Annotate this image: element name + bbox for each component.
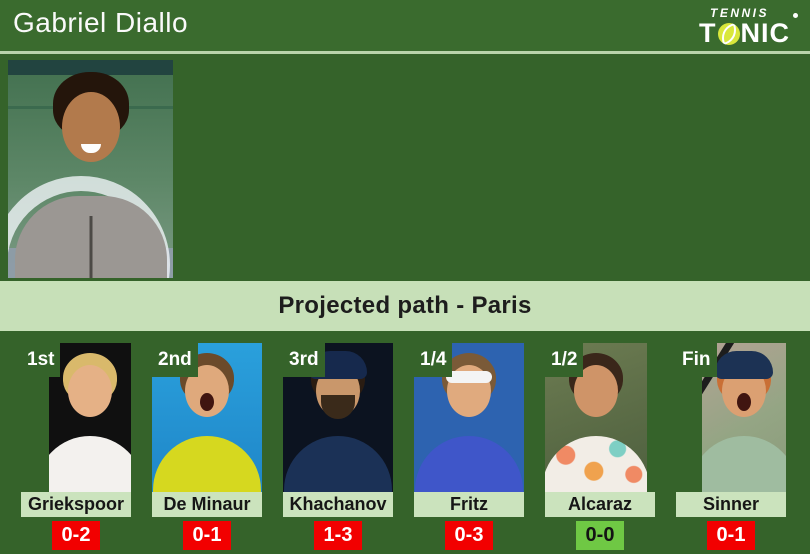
logo-letter-t: T [699, 18, 717, 48]
h2h-record-badge: 0-1 [183, 521, 231, 550]
tennis-tonic-logo: TENNIS T NIC [699, 6, 798, 48]
opponent-card-sinner: Fin Sinner 0-1 [676, 343, 786, 550]
round-label: 1/2 [545, 343, 584, 377]
opponent-name: Sinner [676, 492, 786, 517]
round-label: 1/4 [414, 343, 453, 377]
section-title-band: Projected path - Paris [0, 281, 810, 331]
photo-shirt [702, 436, 786, 492]
opponent-photo [49, 343, 131, 492]
opponent-name: Griekspoor [21, 492, 131, 517]
header-bar: Gabriel Diallo TENNIS T NIC [0, 0, 810, 54]
tennis-ball-icon [717, 22, 740, 45]
opponent-name: Alcaraz [545, 492, 655, 517]
opponent-card-khachanov: 3rd Khachanov 1-3 [283, 343, 393, 550]
photo-jacket-zipper [89, 216, 92, 278]
h2h-record-badge: 0-3 [445, 521, 493, 550]
opponent-photo [702, 343, 786, 492]
h2h-record-badge: 0-2 [52, 521, 100, 550]
page-title: Gabriel Diallo [13, 7, 189, 38]
opponent-card-de-minaur: 2nd De Minaur 0-1 [152, 343, 262, 550]
round-label: 2nd [152, 343, 198, 377]
photo-background-strip [8, 60, 173, 75]
logo-tonic-row: T NIC [699, 13, 798, 48]
photo-headband [446, 371, 492, 383]
round-label: 1st [21, 343, 61, 377]
h2h-record-badge: 0-1 [707, 521, 755, 550]
h2h-record-badge: 1-3 [314, 521, 362, 550]
opponent-card-griekspoor: 1st Griekspoor 0-2 [21, 343, 131, 550]
logo-tennis-text: TENNIS [709, 6, 769, 20]
round-label: Fin [676, 343, 717, 377]
h2h-record-badge: 0-0 [576, 521, 624, 550]
opponent-name: De Minaur [152, 492, 262, 517]
logo-letters-nic: NIC [740, 18, 790, 48]
photo-mouth [200, 393, 214, 411]
player-photo [8, 60, 173, 278]
photo-smile [80, 144, 101, 153]
opponent-photo [152, 343, 262, 492]
opponent-card-fritz: 1/4 Fritz 0-3 [414, 343, 524, 550]
photo-face [68, 365, 112, 417]
opponent-name: Fritz [414, 492, 524, 517]
photo-mouth [737, 393, 751, 411]
photo-shirt [49, 436, 131, 492]
round-label: 3rd [283, 343, 325, 377]
opponent-name: Khachanov [283, 492, 393, 517]
section-title: Projected path - Paris [278, 292, 532, 319]
opponent-card-alcaraz: 1/2 Alcaraz 0-0 [545, 343, 655, 550]
registered-mark-icon [793, 13, 798, 18]
photo-cap [715, 351, 773, 379]
